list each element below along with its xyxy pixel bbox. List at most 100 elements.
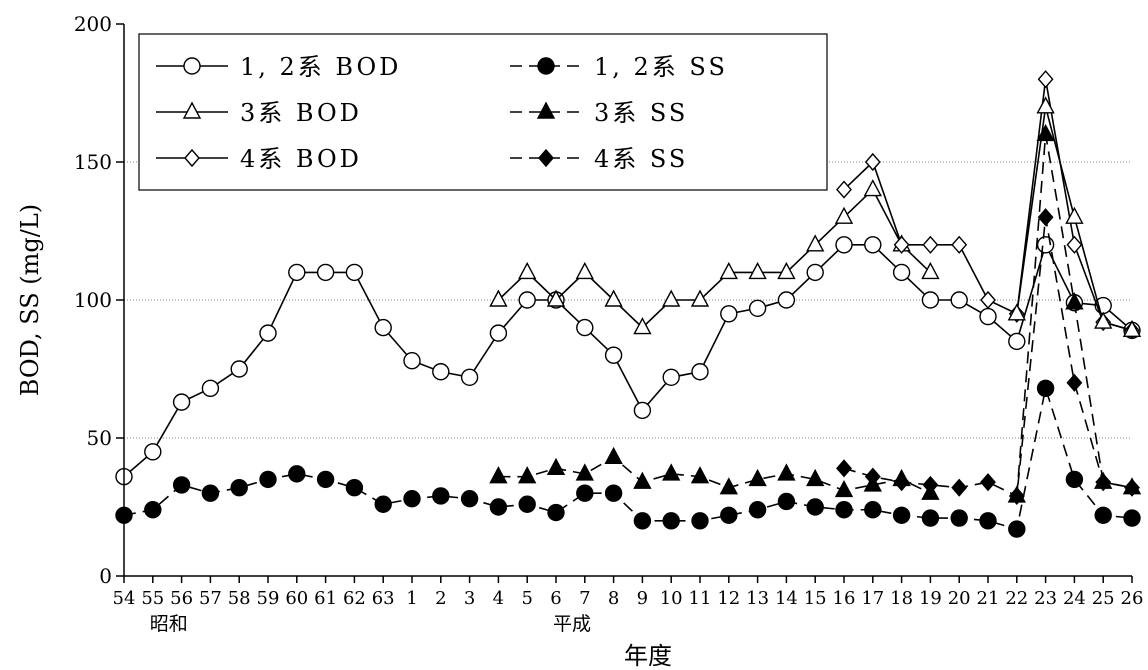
data-point: [489, 289, 508, 307]
data-point: [575, 261, 594, 280]
data-point: [172, 393, 191, 411]
era-labels: 昭和 平成: [150, 613, 591, 635]
data-point: [1036, 96, 1055, 114]
x-tick-label: 23: [1034, 588, 1057, 609]
data-point: [777, 463, 796, 481]
data-point: [537, 57, 555, 75]
series-line: [497, 188, 931, 329]
data-point: [172, 476, 191, 494]
series-1-2系-BOD: [115, 236, 1141, 486]
data-point: [1065, 206, 1084, 224]
data-point: [720, 506, 738, 524]
data-point: [1122, 319, 1142, 338]
x-tick-label: 21: [977, 588, 1000, 609]
data-point: [489, 324, 508, 342]
legend-box: [138, 33, 828, 191]
data-point: [288, 263, 306, 282]
data-point: [748, 468, 767, 487]
data-point: [777, 291, 796, 309]
x-tick-label: 56: [170, 588, 193, 609]
x-tick-label: 16: [833, 588, 856, 609]
data-point: [316, 470, 335, 489]
x-tick-label: 61: [314, 588, 337, 609]
data-point: [633, 471, 652, 489]
data-point: [201, 484, 220, 502]
data-point: [806, 263, 824, 282]
data-point: [806, 234, 825, 252]
data-point: [604, 484, 623, 502]
data-point: [201, 379, 220, 398]
legend-label: 4系 SS: [594, 145, 688, 173]
data-point: [345, 263, 364, 282]
x-tick-label: 13: [746, 588, 769, 609]
x-tick-label: 26: [1121, 588, 1144, 609]
y-axis-title: BOD, SS (mg/L): [16, 204, 44, 396]
legend-item: 1, 2系 BOD: [156, 53, 398, 81]
data-point: [662, 463, 681, 481]
x-tick-label: 59: [257, 588, 280, 609]
data-point: [1036, 123, 1055, 142]
data-point: [951, 478, 968, 497]
x-axis-title: 年度: [624, 642, 672, 670]
data-point: [1066, 235, 1083, 254]
data-point: [403, 490, 421, 508]
data-point: [893, 235, 910, 254]
data-point: [864, 467, 881, 486]
data-point: [374, 318, 392, 337]
data-point: [183, 57, 201, 75]
legend-item: 3系 BOD: [156, 99, 362, 127]
data-point: [518, 291, 536, 309]
data-point: [1008, 520, 1026, 538]
data-point: [230, 478, 248, 497]
era-label: 昭和: [150, 613, 188, 635]
data-point: [489, 466, 508, 484]
data-point: [662, 368, 680, 386]
data-point: [288, 465, 306, 483]
x-ticks: 54 55 56 57 58 59 60 61 62 63 1 2 3 4 5 6 7 8 9 10 11 12 13 14 1…: [113, 576, 1144, 609]
data-point: [518, 466, 537, 484]
data-point: [980, 290, 996, 310]
x-tick-label: 25: [1092, 588, 1115, 609]
x-tick-label: 3: [464, 588, 475, 609]
data-point: [864, 501, 882, 519]
data-point: [921, 509, 940, 527]
x-tick-label: 9: [637, 588, 648, 609]
data-point: [834, 479, 854, 498]
data-point: [518, 495, 536, 513]
legend: 1, 2系 BOD 1, 2系 SS 3系 BOD 3系 SS 4系 BOD 4系 SS: [138, 33, 828, 191]
series-segment-6: [1007, 96, 1142, 338]
data-point: [604, 446, 623, 465]
data-point: [536, 101, 556, 119]
data-point: [1036, 379, 1055, 398]
legend-item: 1, 2系 SS: [510, 53, 725, 81]
data-point: [690, 289, 710, 307]
data-point: [691, 512, 709, 530]
data-point: [719, 477, 738, 495]
data-point: [834, 206, 854, 224]
x-tick-label: 20: [948, 588, 971, 609]
data-point: [374, 495, 392, 513]
data-point: [892, 263, 911, 282]
data-point: [690, 466, 710, 484]
x-tick-label: 4: [493, 588, 504, 609]
series-line: [843, 217, 1133, 498]
data-point: [547, 503, 565, 522]
data-point: [184, 148, 200, 168]
data-point: [719, 261, 738, 280]
data-point: [633, 317, 652, 335]
x-tick-label: 5: [521, 588, 532, 609]
x-tick-label: 54: [113, 588, 136, 609]
legend-item: 4系 SS: [510, 145, 688, 173]
data-point: [546, 289, 566, 307]
legend-label: 3系 BOD: [240, 99, 362, 127]
data-point: [748, 501, 767, 519]
x-tick-label: 14: [775, 588, 798, 609]
data-point: [1065, 292, 1084, 310]
series-line: [498, 456, 931, 494]
data-point: [922, 475, 939, 494]
x-tick-label: 10: [660, 588, 683, 609]
data-point: [345, 478, 364, 497]
data-point: [576, 318, 594, 337]
data-point: [691, 363, 709, 381]
data-point: [950, 291, 968, 309]
